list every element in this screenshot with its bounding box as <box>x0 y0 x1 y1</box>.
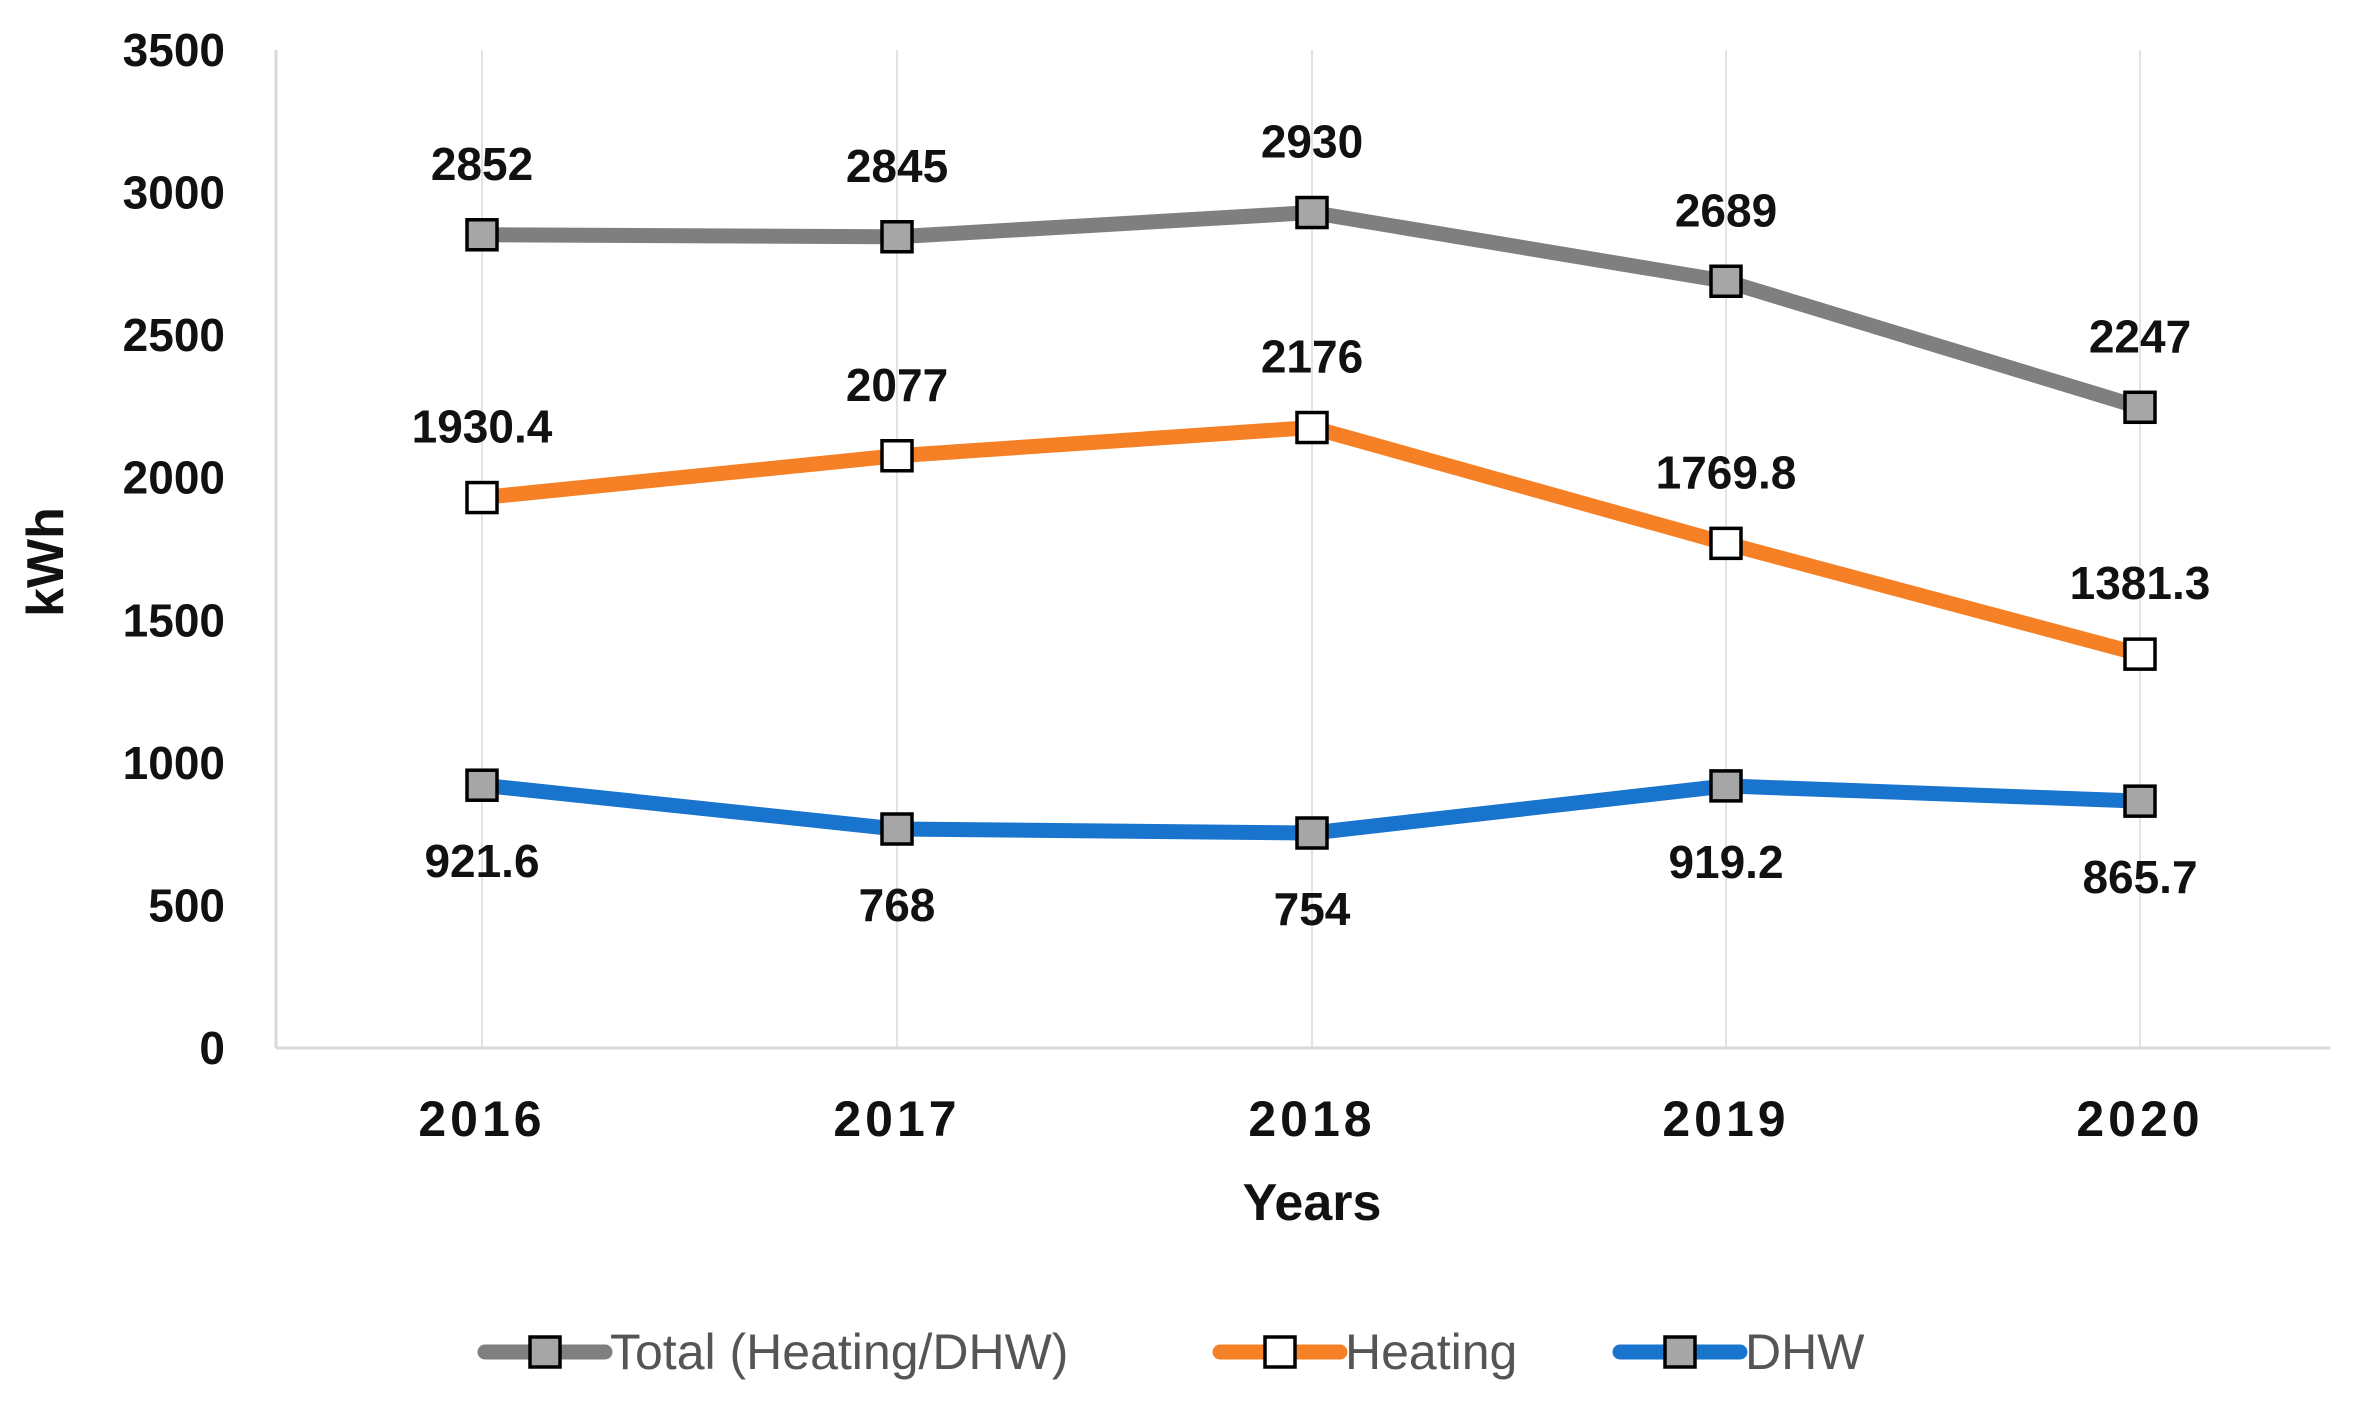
data-label: 2930 <box>1261 116 1363 168</box>
data-label: 2689 <box>1675 184 1777 236</box>
y-tick-label: 3500 <box>123 24 225 76</box>
data-label: 1381.3 <box>2070 557 2211 609</box>
series-2-marker <box>1295 816 1329 850</box>
data-label: 2852 <box>431 138 533 190</box>
x-tick-label: 2017 <box>833 1091 960 1147</box>
series-2-marker <box>1709 769 1743 803</box>
legend: Total (Heating/DHW) Heating DHW <box>477 1324 1865 1380</box>
legend-label: Total (Heating/DHW) <box>610 1324 1068 1380</box>
series-1-marker <box>2123 637 2157 671</box>
y-tick-label: 1000 <box>123 737 225 789</box>
data-label: 2247 <box>2089 310 2191 362</box>
series-1-marker <box>1709 526 1743 561</box>
series-1-marker <box>465 480 499 515</box>
axes <box>274 50 2330 1050</box>
series-0-marker <box>1295 195 1329 230</box>
y-tick-labels: 0 500 1000 1500 2000 2500 3000 3500 <box>123 24 225 1074</box>
series-2-marker <box>465 768 499 802</box>
legend-label: DHW <box>1745 1324 1865 1380</box>
y-tick-label: 500 <box>148 879 225 931</box>
y-tick-label: 2000 <box>123 452 225 504</box>
series-0-marker <box>1709 264 1743 299</box>
x-tick-label: 2016 <box>418 1091 545 1147</box>
series-2-marker <box>2123 784 2157 818</box>
data-label: 2077 <box>846 359 948 411</box>
x-tick-label: 2019 <box>1662 1091 1789 1147</box>
y-tick-label: 0 <box>199 1022 225 1074</box>
data-label: 2176 <box>1261 331 1363 383</box>
y-tick-label: 2500 <box>123 309 225 361</box>
series <box>465 195 2157 850</box>
y-tick-label: 3000 <box>123 167 225 219</box>
y-axis-title: kWh <box>17 507 75 617</box>
series-1-marker <box>1295 410 1329 445</box>
legend-marker-2 <box>1663 1335 1697 1369</box>
series-0-marker <box>2123 390 2157 425</box>
y-tick-label: 1500 <box>123 594 225 646</box>
series-0-marker <box>465 218 499 252</box>
x-axis-title: Years <box>1243 1174 1382 1232</box>
data-label: 754 <box>1274 883 1351 935</box>
data-label: 1769.8 <box>1656 446 1797 498</box>
x-tick-label: 2020 <box>2076 1091 2203 1147</box>
x-tick-label: 2018 <box>1248 1091 1375 1147</box>
x-tick-labels: 2016 2017 2018 2019 2020 <box>418 1091 2203 1147</box>
data-label: 768 <box>859 879 936 931</box>
data-label: 2845 <box>846 140 948 192</box>
series-0-marker <box>880 220 914 254</box>
legend-marker-1 <box>1263 1335 1297 1369</box>
legend-marker-0 <box>528 1335 562 1369</box>
series-2-marker <box>880 812 914 846</box>
data-label: 921.6 <box>424 835 539 887</box>
data-label: 1930.4 <box>412 401 553 453</box>
data-labels: 2852 2845 2930 2689 2247 1930.4 2077 2176 1769.8… <box>412 116 2211 935</box>
data-label: 919.2 <box>1668 836 1783 888</box>
series-1-marker <box>880 439 914 473</box>
data-label: 865.7 <box>2082 851 2197 903</box>
legend-label: Heating <box>1345 1324 1517 1380</box>
